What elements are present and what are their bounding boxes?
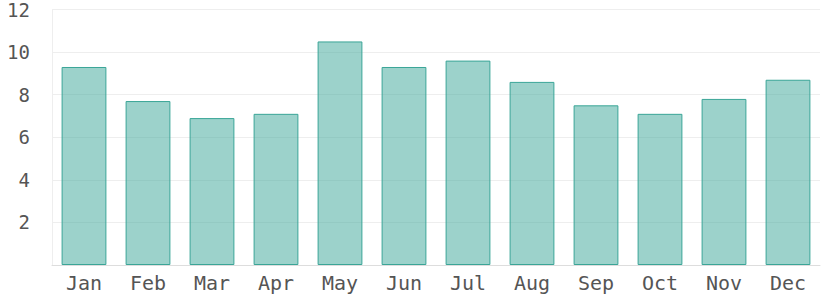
svg-text:Mar: Mar <box>194 271 230 295</box>
svg-text:10: 10 <box>7 41 30 63</box>
svg-text:May: May <box>322 271 358 295</box>
svg-text:8: 8 <box>19 84 30 106</box>
svg-text:Dec: Dec <box>770 271 806 295</box>
svg-text:Sep: Sep <box>578 271 614 295</box>
svg-text:12: 12 <box>7 0 30 21</box>
svg-text:2: 2 <box>19 211 30 233</box>
svg-text:Jul: Jul <box>450 271 486 295</box>
svg-text:Oct: Oct <box>642 271 678 295</box>
svg-text:4: 4 <box>19 169 30 191</box>
svg-text:Aug: Aug <box>514 271 550 295</box>
svg-text:Nov: Nov <box>706 271 742 295</box>
svg-text:Jan: Jan <box>66 271 102 295</box>
svg-text:6: 6 <box>19 126 30 148</box>
svg-text:Jun: Jun <box>386 271 422 295</box>
svg-text:Apr: Apr <box>258 271 294 295</box>
svg-text:Feb: Feb <box>130 271 166 295</box>
